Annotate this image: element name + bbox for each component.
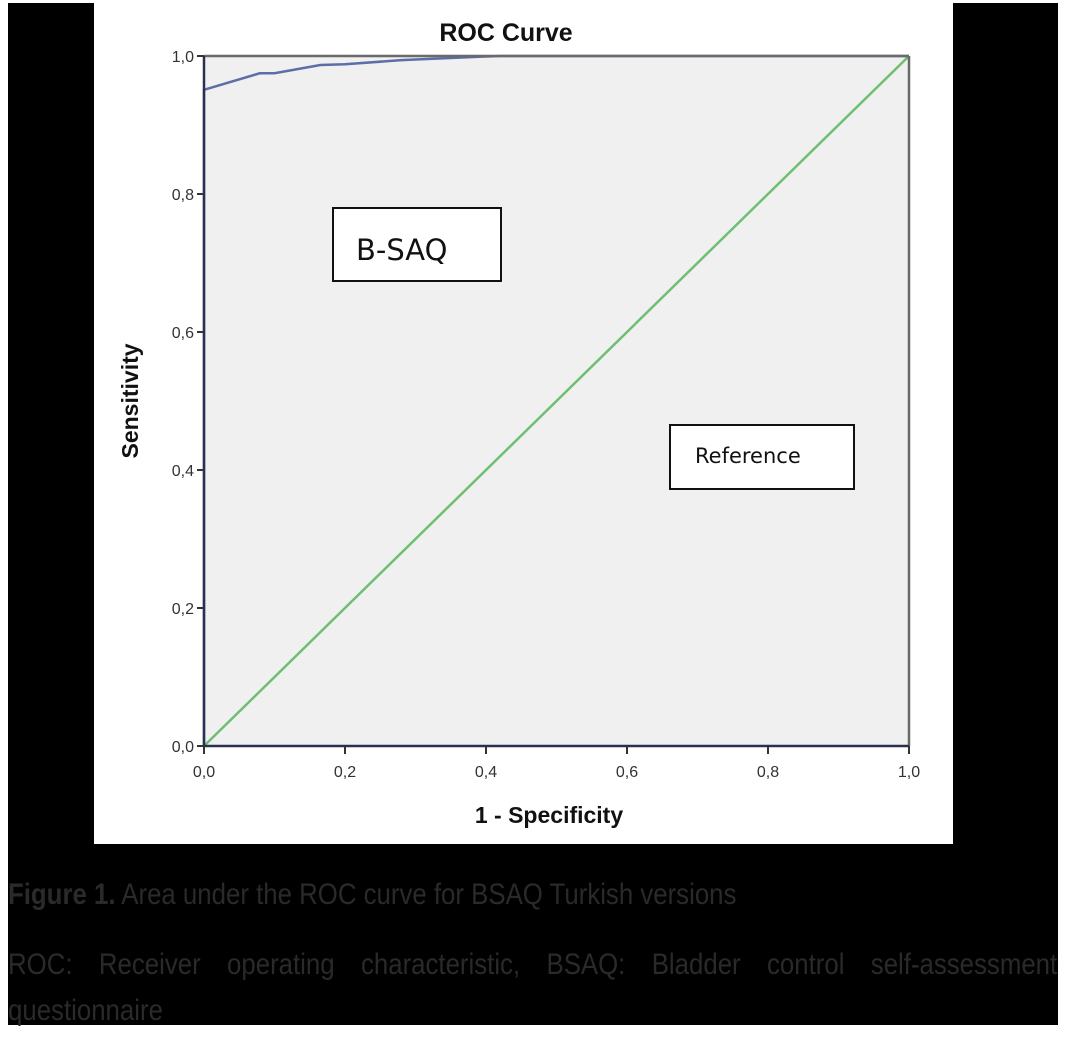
figure-caption-title: Figure 1. Area under the ROC curve for B…	[8, 878, 911, 912]
chart-panel: 0,0 0,2 0,4 0,6 0,8 1,0 0,0 0,2 0,4 0,6 0,8 1,0 RO…	[94, 3, 953, 844]
annotation-bsaq: B-SAQ	[332, 207, 502, 282]
x-tick-label: 0,8	[757, 764, 779, 781]
x-tick-label: 0,6	[616, 764, 638, 781]
y-tick-label: 0,0	[172, 739, 194, 756]
roc-chart: 0,0 0,2 0,4 0,6 0,8 1,0 0,0 0,2 0,4 0,6 0,8 1,0 RO…	[117, 19, 920, 828]
x-tick-label: 0,0	[193, 764, 215, 781]
x-axis-label: 1 - Specificity	[475, 802, 623, 828]
y-tick-label: 0,4	[172, 463, 194, 480]
x-tick-label: 0,4	[475, 764, 497, 781]
figure-label: Figure 1.	[8, 878, 116, 911]
y-tick-label: 0,2	[172, 601, 194, 618]
figure-caption-note: ROC: Receiver operating characteristic, …	[8, 948, 1058, 1027]
y-axis-label: Sensitivity	[117, 343, 143, 458]
y-tick-label: 0,8	[172, 187, 194, 204]
y-axis-ticks: 0,0 0,2 0,4 0,6 0,8 1,0	[172, 49, 204, 756]
x-tick-label: 1,0	[898, 764, 920, 781]
annotation-reference: Reference	[669, 424, 855, 490]
y-tick-label: 0,6	[172, 325, 194, 342]
y-tick-label: 1,0	[172, 49, 194, 66]
annotation-reference-label: Reference	[695, 444, 801, 468]
annotation-bsaq-label: B-SAQ	[356, 233, 447, 267]
figure-title-text: Area under the ROC curve for BSAQ Turkis…	[115, 878, 737, 911]
x-tick-label: 0,2	[334, 764, 356, 781]
series-reference-line	[203, 55, 910, 747]
chart-title: ROC Curve	[439, 19, 572, 47]
x-axis-ticks: 0,0 0,2 0,4 0,6 0,8 1,0	[193, 746, 920, 781]
